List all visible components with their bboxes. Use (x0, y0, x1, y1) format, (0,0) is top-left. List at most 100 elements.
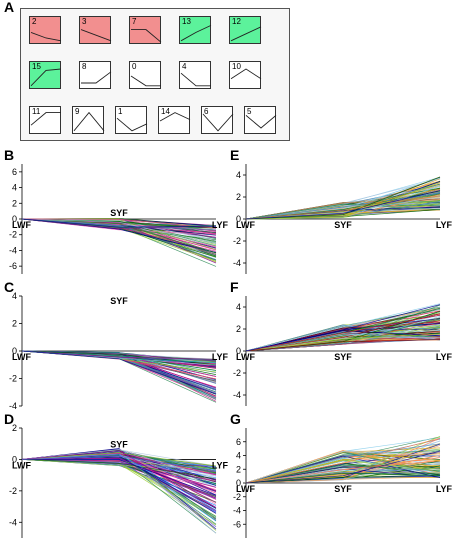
x-category-label: LWF (236, 484, 255, 494)
y-tick-label: -4 (233, 506, 241, 516)
profile-trend-icon (30, 112, 61, 126)
profile-box: 8 (79, 61, 112, 89)
y-tick-label: 0 (12, 346, 17, 356)
profile-box: 14 (158, 106, 191, 134)
profile-box: 1 (115, 106, 148, 134)
chart-c: 4 2 0 -2 -4 LWF SYF LYF (9, 291, 229, 411)
profile-box: 6 (201, 106, 234, 134)
x-category-label: LYF (212, 460, 229, 470)
y-tick-label: -4 (233, 258, 241, 268)
series-line (21, 218, 217, 228)
y-tick-label: -4 (9, 401, 17, 411)
series-line (245, 450, 441, 484)
y-tick-label: 0 (236, 346, 241, 356)
x-category-label: SYF (110, 296, 128, 306)
x-category-label: SYF (110, 439, 128, 449)
y-tick-label: -6 (233, 519, 241, 529)
profile-trend-icon (73, 111, 105, 132)
profile-box: 11 (29, 106, 61, 134)
x-category-label: SYF (334, 484, 352, 494)
profile-box: 2 (29, 16, 62, 44)
x-category-label: SYF (110, 208, 128, 218)
series-line (245, 303, 441, 352)
profile-number: 3 (82, 17, 87, 26)
profile-box: 15 (29, 61, 62, 89)
series-lines (245, 176, 441, 220)
y-tick-label: 0 (12, 214, 17, 224)
x-category-label: LWF (12, 220, 31, 230)
x-category-label: LWF (12, 460, 31, 470)
y-tick-label: -4 (9, 517, 17, 527)
profile-trend-icon (245, 115, 277, 129)
y-tick-label: -6 (9, 261, 17, 271)
chart-b: 6 4 2 0 -2 -4 -6 LWF SYF LYF (9, 164, 229, 274)
series-line (21, 459, 217, 480)
x-category-label: LYF (436, 352, 453, 362)
profile-trend-icon (30, 31, 62, 42)
y-tick-label: 4 (236, 302, 241, 312)
series-line (245, 450, 441, 484)
y-tick-label: 2 (236, 324, 241, 334)
y-tick-label: -2 (233, 492, 241, 502)
profile-grid: 2 3 7 13 12 15 8 0 4 10 11 9 1 14 6 5 (20, 8, 290, 141)
y-tick-label: -2 (233, 236, 241, 246)
profile-number: 7 (132, 17, 137, 26)
series-line (245, 330, 441, 352)
chart-g: 6 4 2 0 -2 -4 -6 LWF SYF LYF (233, 428, 453, 538)
y-tick-label: 6 (12, 167, 17, 177)
chart-e: 4 2 0 -2 -4 LWF SYF LYF (233, 164, 453, 274)
series-line (245, 474, 441, 484)
profile-number: 0 (132, 62, 137, 71)
series-line (245, 457, 441, 484)
series-lines (245, 303, 441, 352)
profile-trend-icon (30, 68, 62, 87)
profile-box: 4 (179, 61, 211, 89)
panel-label-e: E (230, 147, 240, 163)
profile-box: 3 (79, 16, 112, 44)
y-tick-label: 2 (12, 198, 17, 208)
x-category-label: SYF (334, 352, 352, 362)
series-line (21, 455, 217, 472)
profile-number: 4 (182, 62, 187, 71)
profile-number: 9 (75, 107, 80, 116)
y-tick-label: 2 (236, 464, 241, 474)
chart-f: 4 2 0 -2 -4 LWF SYF LYF (233, 296, 453, 406)
panel-label-a: A (4, 0, 15, 15)
profile-box: 7 (129, 16, 162, 44)
series-line (245, 339, 441, 352)
series-line (245, 304, 441, 352)
profile-trend-icon (180, 72, 211, 87)
series-line (21, 350, 217, 395)
profile-trend-icon (80, 29, 112, 42)
profile-box: 5 (244, 106, 277, 134)
y-tick-label: -4 (9, 245, 17, 255)
y-tick-label: -2 (9, 230, 17, 240)
series-line (245, 176, 441, 220)
series-line (245, 450, 441, 484)
series-line (21, 459, 217, 496)
series-lines (21, 217, 217, 267)
profile-box: 9 (72, 106, 105, 134)
series-line (21, 453, 217, 511)
series-line (245, 192, 441, 220)
x-category-label: LYF (212, 352, 229, 362)
profile-trend-icon (230, 68, 262, 80)
y-tick-label: 2 (12, 423, 17, 433)
series-line (245, 438, 441, 484)
panel-label-c: C (4, 279, 15, 295)
y-tick-label: 0 (236, 214, 241, 224)
series-line (21, 459, 217, 488)
y-tick-label: 4 (236, 170, 241, 180)
y-tick-label: 2 (236, 192, 241, 202)
y-tick-label: -4 (233, 390, 241, 400)
profile-trend-icon (116, 117, 148, 132)
series-line (21, 350, 217, 360)
series-line (21, 452, 217, 467)
profile-number: 10 (232, 62, 241, 71)
profile-trend-icon (131, 29, 162, 43)
profile-box: 10 (229, 61, 262, 89)
profile-number: 15 (32, 62, 41, 71)
profile-trend-icon (159, 112, 191, 122)
x-category-label: LWF (12, 352, 31, 362)
panel-label-d: D (4, 411, 15, 427)
